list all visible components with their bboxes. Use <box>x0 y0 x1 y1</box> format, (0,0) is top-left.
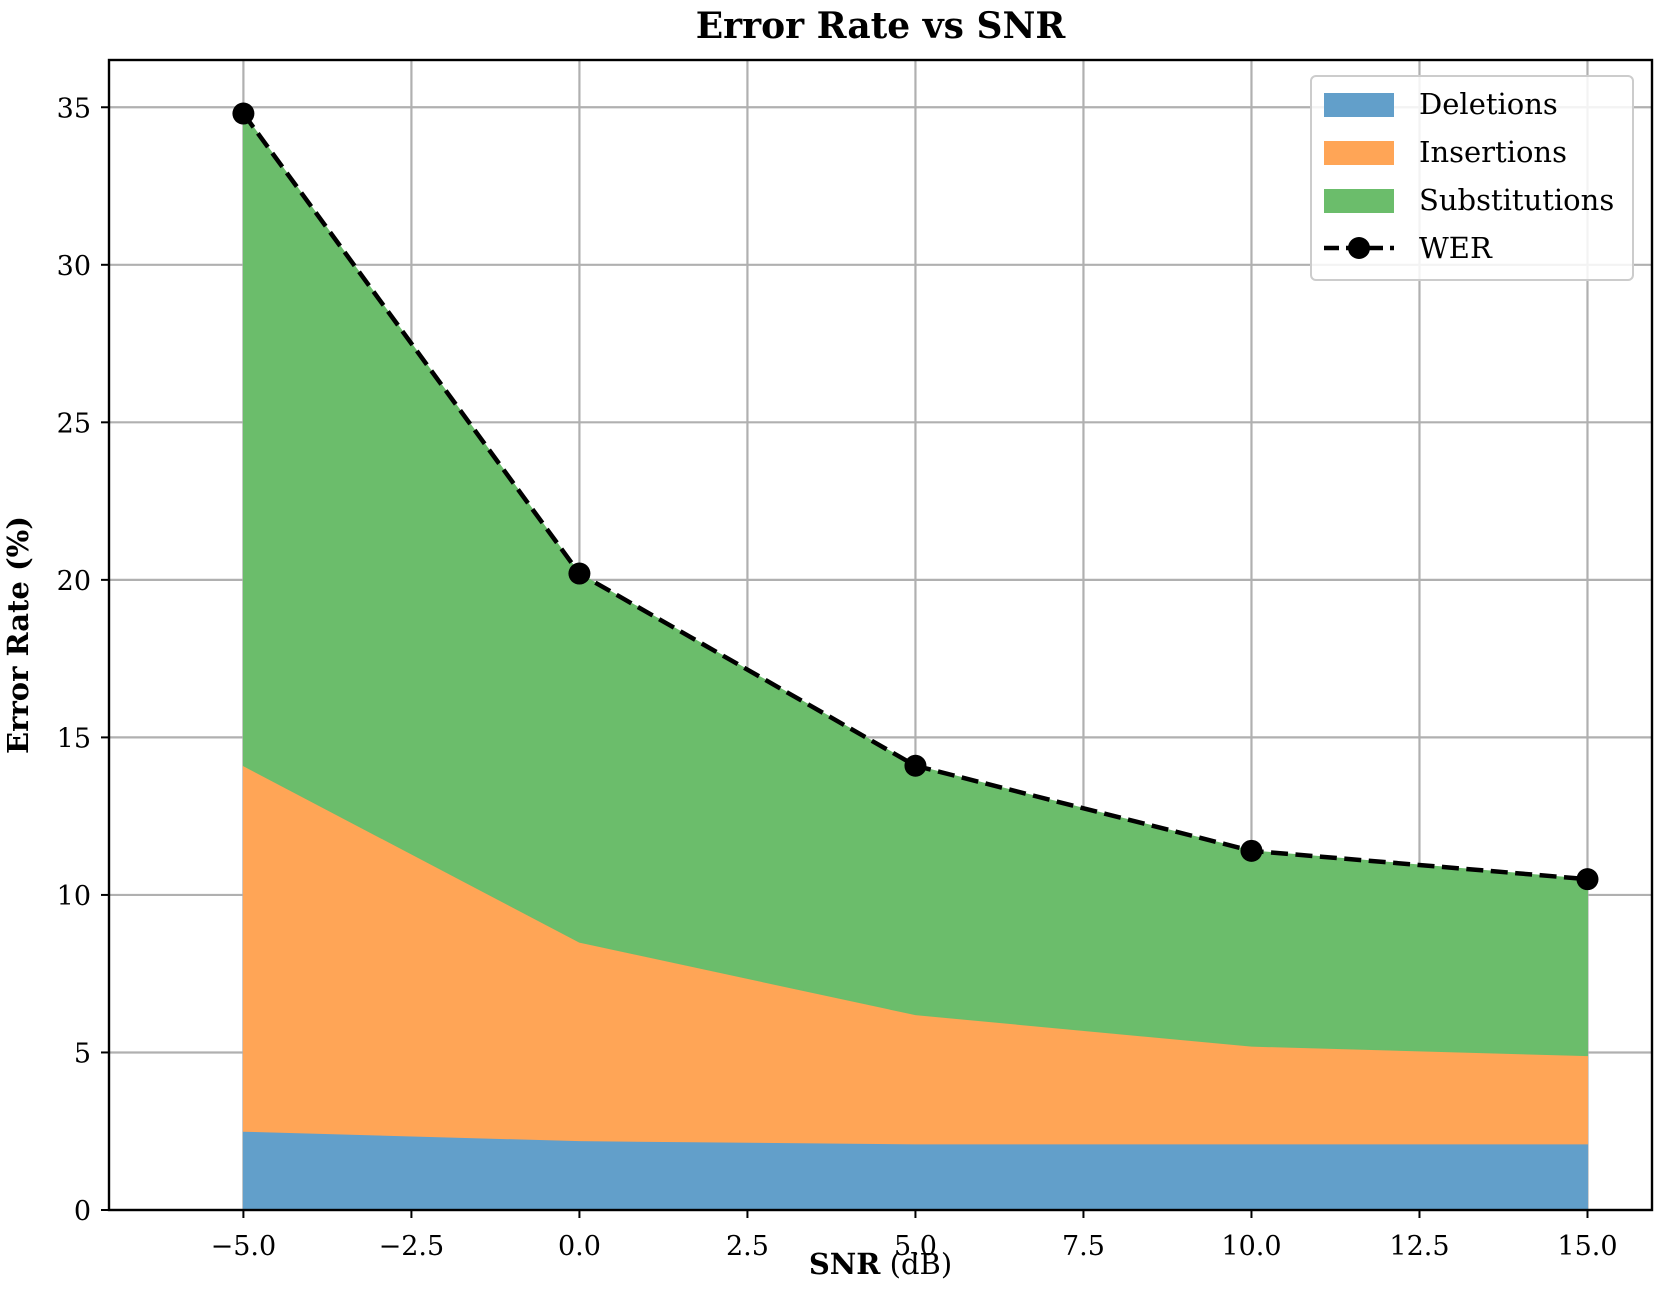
wer-line-series <box>232 102 1599 891</box>
stacked-areas <box>242 112 1588 1211</box>
x-tick-label: 12.5 <box>1389 1231 1449 1262</box>
x-axis-label-bold: SNR <box>809 1247 881 1281</box>
legend-swatch-deletions <box>1324 93 1394 117</box>
x-axis-label-unit: (dB) <box>890 1247 953 1281</box>
legend-swatch-substitutions <box>1324 189 1394 213</box>
legend: Deletions Insertions Substitutions WER <box>1310 75 1634 281</box>
x-tick-label: 5.0 <box>894 1231 937 1262</box>
legend-swatch-insertions <box>1324 141 1394 165</box>
plot-frame <box>107 58 1654 1212</box>
y-tick-label: 0 <box>74 1196 91 1227</box>
y-tick-label: 10 <box>57 881 91 912</box>
legend-label-wer: WER <box>1419 231 1493 265</box>
y-tick-label: 15 <box>57 723 91 754</box>
x-tick-label: 0.0 <box>558 1231 601 1262</box>
area-substitutions <box>242 112 1588 1057</box>
y-tick-label: 5 <box>74 1038 91 1069</box>
wer-marker <box>568 562 591 585</box>
x-tick-label: −2.5 <box>379 1231 445 1262</box>
wer-marker <box>1576 868 1599 891</box>
y-axis-label: Error Rate (%) <box>1 516 35 754</box>
legend-label-insertions: Insertions <box>1419 135 1567 169</box>
wer-marker <box>904 754 927 777</box>
x-tick-label: 2.5 <box>726 1231 769 1262</box>
x-tick-label: 7.5 <box>1062 1231 1105 1262</box>
y-tick-label: 20 <box>57 566 91 597</box>
y-tick-label: 25 <box>57 408 91 439</box>
legend-marker-wer <box>1348 237 1370 259</box>
legend-label-substitutions: Substitutions <box>1419 183 1614 217</box>
wer-marker <box>232 102 255 125</box>
chart-title: Error Rate vs SNR <box>696 5 1067 47</box>
x-tick-label: 15.0 <box>1557 1231 1617 1262</box>
y-axis-ticks: 0 5 10 15 20 25 30 35 <box>57 93 109 1227</box>
y-tick-label: 30 <box>57 251 91 282</box>
y-tick-label: 35 <box>57 93 91 124</box>
legend-label-deletions: Deletions <box>1419 87 1558 121</box>
x-axis-label: SNR (dB) <box>809 1247 952 1281</box>
wer-marker <box>1240 839 1263 862</box>
x-tick-label: −5.0 <box>211 1231 277 1262</box>
x-tick-label: 10.0 <box>1221 1231 1281 1262</box>
x-axis-ticks: −5.0 −2.5 0.0 2.5 5.0 7.5 10.0 12.5 15.0 <box>211 1210 1618 1262</box>
legend-box <box>1310 75 1634 281</box>
